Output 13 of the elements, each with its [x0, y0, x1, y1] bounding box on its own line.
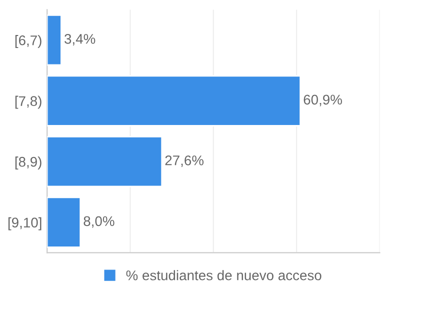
y-tick-label: [6,7)	[15, 35, 42, 48]
y-tick-label: [9,10]	[8, 217, 42, 230]
y-tick-label: [8,9)	[15, 156, 42, 170]
bar	[47, 136, 163, 188]
y-tick-label: [7,8)	[15, 96, 42, 109]
bar	[47, 196, 82, 248]
data-label: 60,9%	[304, 94, 342, 106]
data-label: 8,0%	[84, 216, 114, 228]
data-label: 27,6%	[165, 155, 204, 167]
data-label: 3,4%	[64, 34, 96, 46]
legend-label: % estudiantes de nuevo acceso	[126, 270, 322, 280]
bar	[47, 75, 302, 126]
bar	[47, 14, 62, 66]
